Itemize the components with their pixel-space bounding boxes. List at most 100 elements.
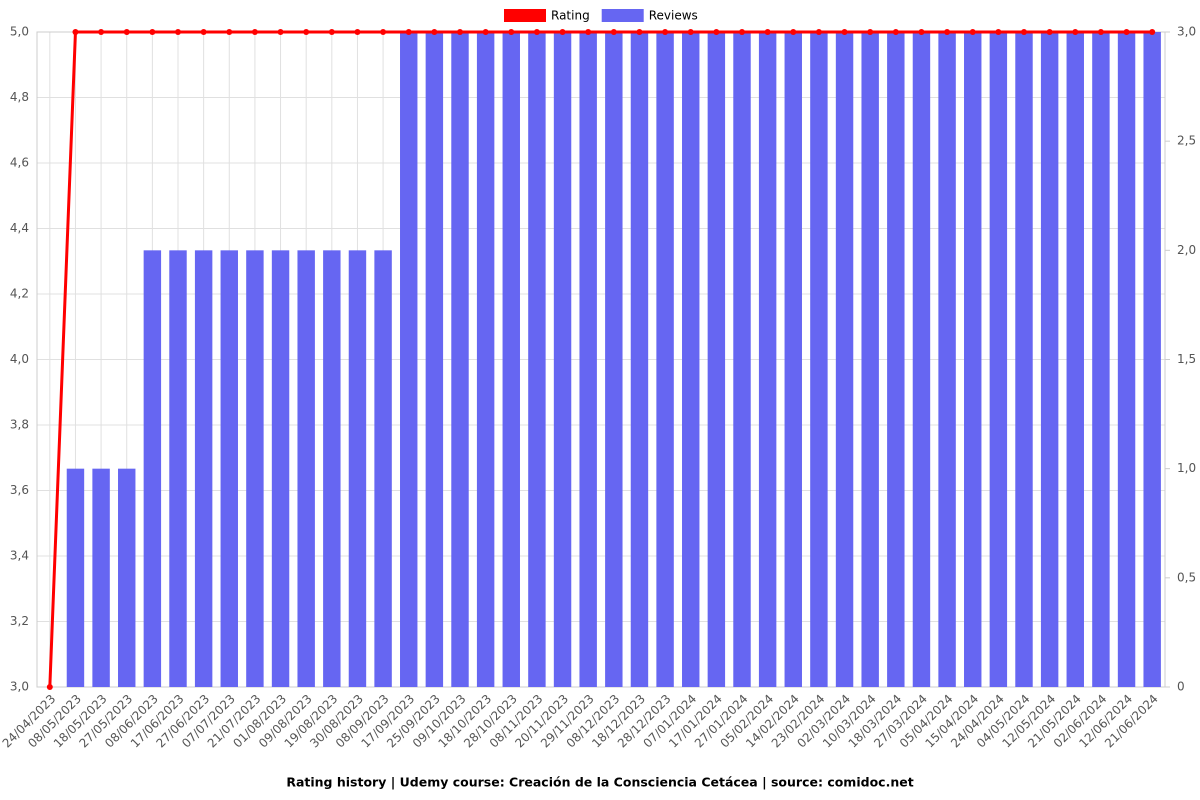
- y2-tick-label: 2,0: [1177, 243, 1196, 257]
- bar: [1066, 32, 1084, 687]
- bar: [66, 468, 85, 687]
- point: [1123, 29, 1130, 35]
- legend-label: Reviews: [649, 9, 698, 23]
- bar: [502, 32, 520, 687]
- bar: [707, 32, 726, 687]
- point: [687, 29, 694, 35]
- y2-tick-label: 1,5: [1177, 352, 1196, 366]
- bar: [194, 250, 213, 688]
- bar: [297, 250, 315, 688]
- bar: [271, 250, 290, 688]
- bar: [656, 32, 674, 687]
- y2-tick-label: 3,0: [1177, 25, 1196, 39]
- point: [867, 29, 874, 35]
- point: [1149, 29, 1156, 35]
- point: [303, 29, 310, 35]
- point: [585, 29, 592, 35]
- y-tick-label: 3,2: [10, 614, 29, 628]
- bar: [425, 32, 444, 687]
- point: [892, 29, 899, 35]
- bar: [528, 32, 546, 687]
- y-tick-label: 4,8: [10, 90, 29, 104]
- point: [72, 29, 79, 35]
- bar: [553, 32, 572, 687]
- y-tick-label: 4,0: [10, 352, 29, 366]
- bar: [1040, 32, 1059, 687]
- bar: [989, 32, 1008, 687]
- point: [200, 29, 207, 35]
- bar: [964, 32, 982, 687]
- y-tick-label: 4,4: [10, 221, 29, 235]
- point: [559, 29, 566, 35]
- point: [533, 29, 540, 35]
- bar: [630, 32, 649, 687]
- point: [457, 29, 463, 35]
- point: [790, 29, 797, 35]
- point: [482, 29, 489, 35]
- bar: [887, 32, 905, 687]
- chart-title: Rating history | Udemy course: Creación …: [286, 775, 913, 790]
- point: [277, 29, 284, 35]
- point: [328, 29, 335, 35]
- point: [46, 684, 53, 690]
- legend-label: Rating: [551, 9, 590, 23]
- point: [226, 29, 233, 35]
- point: [944, 29, 951, 35]
- point: [662, 29, 669, 35]
- point: [354, 29, 361, 35]
- y2-tick-label: 0: [1177, 680, 1185, 694]
- y-tick-label: 3,4: [10, 549, 29, 563]
- bar: [938, 32, 956, 687]
- y-tick-label: 5,0: [10, 25, 29, 39]
- bar: [400, 32, 418, 687]
- y2-tick-label: 2,5: [1177, 134, 1196, 148]
- point: [969, 29, 976, 35]
- bar: [682, 32, 700, 687]
- bar: [835, 32, 854, 687]
- point: [123, 29, 130, 35]
- point: [764, 29, 771, 35]
- point: [149, 29, 156, 35]
- bar: [374, 250, 392, 688]
- bar: [579, 32, 597, 687]
- point: [380, 29, 387, 35]
- bar: [784, 32, 802, 687]
- y2-tick-label: 1,0: [1177, 461, 1196, 475]
- y-tick-label: 3,6: [10, 483, 29, 497]
- bar: [1092, 32, 1110, 687]
- point: [405, 29, 412, 35]
- bar: [861, 32, 879, 687]
- bar: [1143, 32, 1161, 687]
- point: [739, 29, 745, 35]
- bar: [1015, 32, 1033, 687]
- point: [175, 29, 181, 35]
- bar: [476, 32, 495, 687]
- bar: [733, 32, 751, 687]
- legend-swatch: [601, 9, 644, 22]
- point: [251, 29, 258, 35]
- y2-tick-label: 0,5: [1177, 570, 1196, 584]
- point: [610, 29, 617, 35]
- bar: [810, 32, 828, 687]
- bar: [348, 250, 367, 688]
- point: [1097, 29, 1104, 35]
- bar: [246, 250, 264, 688]
- point: [98, 29, 105, 35]
- point: [508, 29, 515, 35]
- bar: [758, 32, 777, 687]
- y-tick-label: 4,6: [10, 156, 29, 170]
- bar: [451, 32, 469, 687]
- bar: [1117, 32, 1136, 687]
- bar: [118, 468, 136, 687]
- point: [1021, 29, 1027, 35]
- bar: [220, 250, 238, 688]
- line: [48, 30, 1153, 688]
- point: [431, 29, 438, 35]
- point: [918, 29, 925, 35]
- y-tick-label: 3,0: [10, 680, 29, 694]
- y-tick-label: 3,8: [10, 418, 29, 432]
- point: [713, 29, 720, 35]
- bar: [143, 250, 162, 688]
